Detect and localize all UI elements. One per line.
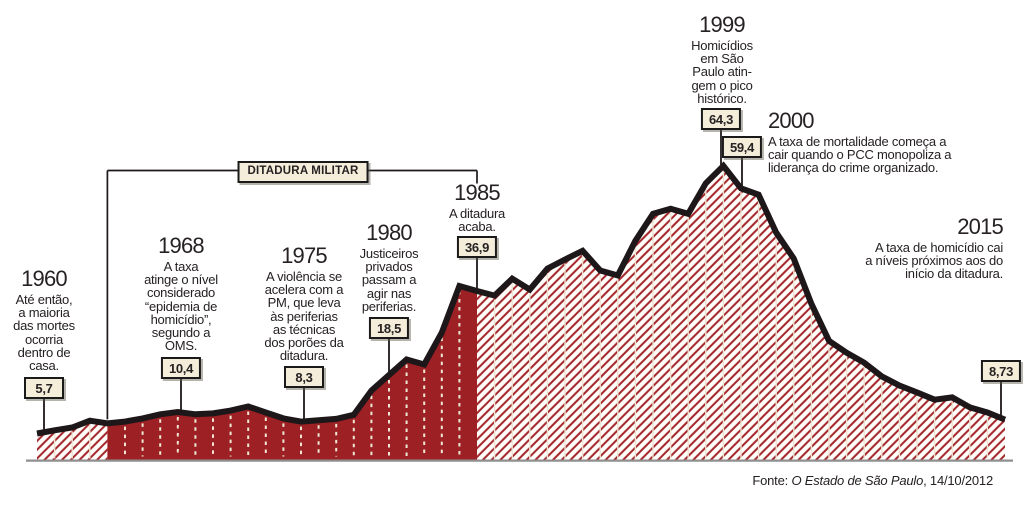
annotation-line: gem o pico <box>691 77 753 93</box>
dictatorship-period-label: DITADURA MILITAR <box>237 161 369 183</box>
annotation-year: 1980 <box>366 220 413 245</box>
annotation-text: A taxa atinge o nível considerado “epidemia… <box>129 259 233 354</box>
value-label-5-7: 5,7 <box>24 377 64 399</box>
annotation-line: Homicídios <box>691 38 753 53</box>
annotation-line: das mortes <box>13 318 75 334</box>
annotation-line: acelera com a <box>264 282 344 298</box>
annotation-text: A taxa de mortalidade começa a cair quand… <box>768 135 1020 175</box>
annotation-1999: 1999 Homicídios em São Paulo atin-gem o pi… <box>674 12 770 106</box>
annotation-line: as técnicas <box>272 321 336 337</box>
annotation-line: liderança do crime organizado. <box>768 160 939 176</box>
annotation-line: homicídio”, <box>150 311 212 327</box>
annotation-line: considerado <box>146 285 216 301</box>
annotation-year: 2000 <box>768 108 815 133</box>
annotation-line: segundo a <box>151 325 211 341</box>
annotation-line: Justiceiros <box>359 246 419 261</box>
annotation-text: Homicídios em São Paulo atin-gem o pico his… <box>674 39 770 105</box>
annotation-line: Até então, <box>15 292 73 307</box>
year-grid-lines <box>53 169 989 459</box>
annotation-line: A ditadura <box>448 206 506 221</box>
annotation-text: A taxa de homicídio cai a níveis próximos… <box>813 241 1003 281</box>
annotation-year: 1975 <box>281 243 328 268</box>
annotation-year: 1968 <box>158 233 205 258</box>
annotation-line: privados <box>365 259 413 275</box>
annotation-line: Paulo atin- <box>692 64 752 80</box>
annotation-line: histórico. <box>697 90 747 106</box>
annotation-1960: 1960 Até então, a maioria das mortes ocorri… <box>0 266 90 373</box>
annotation-line: casa. <box>29 358 59 374</box>
annotation-line: agir nas <box>366 285 412 301</box>
source-name: O Estado de São Paulo <box>791 473 924 488</box>
annotation-line: A taxa <box>163 259 199 274</box>
homicide-rate-line <box>36 161 1007 437</box>
source-prefix: Fonte: <box>752 473 792 488</box>
annotation-line: “epidemia de <box>144 298 218 314</box>
annotation-year: 1985 <box>454 180 501 205</box>
value-label-64-3: 64,3 <box>700 108 742 130</box>
annotation-line: às periferias <box>270 308 338 324</box>
annotation-line: acaba. <box>458 219 496 235</box>
annotation-line: A violência se <box>266 269 342 284</box>
annotation-line: cair quando o PCC monopoliza a <box>768 147 952 163</box>
annotation-text: A ditadura acaba. <box>429 206 525 235</box>
annotation-line: A taxa de mortalidade começa a <box>768 134 947 149</box>
annotation-line: A taxa de homicídio cai <box>875 240 1003 255</box>
annotation-line: dentro de <box>17 344 71 360</box>
annotation-year: 1960 <box>21 266 68 291</box>
annotation-1985: 1985 A ditadura acaba. <box>429 180 525 235</box>
annotation-line: a níveis próximos aos do <box>865 253 1003 269</box>
annotation-line: ocorria <box>25 331 63 347</box>
annotation-line: passam a <box>361 272 417 288</box>
annotation-1980: 1980 Justiceiros privados passam a agir nas… <box>339 220 439 314</box>
value-pointer-lines <box>43 129 1002 433</box>
annotation-1968: 1968 A taxa atinge o nível considerado “epi… <box>129 233 233 354</box>
annotation-year: 2015 <box>957 214 1004 239</box>
annotation-year: 1999 <box>699 12 746 37</box>
annotation-2015: 2015 A taxa de homicídio cai a níveis pró… <box>813 214 1004 281</box>
source-credit: Fonte: O Estado de São Paulo, 14/10/2012 <box>752 473 993 488</box>
annotation-line: dos porões da <box>264 335 344 351</box>
annotation-text: A violência se acelera com a PM, que leva à… <box>248 269 360 364</box>
value-label-18-5: 18,5 <box>368 317 410 339</box>
value-label-59-4: 59,4 <box>721 136 763 158</box>
annotation-line: início da ditadura. <box>905 266 1003 282</box>
source-date: , 14/10/2012 <box>923 473 993 488</box>
value-label-8-73: 8,73 <box>980 360 1022 382</box>
annotation-line: atinge o nível <box>144 272 218 288</box>
annotation-line: ditadura. <box>279 348 329 364</box>
value-label-8-3: 8,3 <box>284 366 324 388</box>
annotation-line: em São <box>700 51 744 67</box>
annotation-line: OMS. <box>164 338 198 354</box>
annotation-1975: 1975 A violência se acelera com a PM, que … <box>248 243 360 364</box>
annotation-line: periferias. <box>361 298 417 314</box>
annotation-text: Justiceiros privados passam a agir nas perif… <box>339 247 439 313</box>
annotation-text: Até então, a maioria das mortes ocorria dent… <box>0 293 90 372</box>
annotation-line: PM, que leva <box>267 295 341 311</box>
annotation-line: a maioria <box>18 305 70 321</box>
annotation-2000: 2000 A taxa de mortalidade começa a cair … <box>768 110 1020 175</box>
value-label-10-4: 10,4 <box>160 357 202 379</box>
value-label-36-9: 36,9 <box>456 236 498 258</box>
